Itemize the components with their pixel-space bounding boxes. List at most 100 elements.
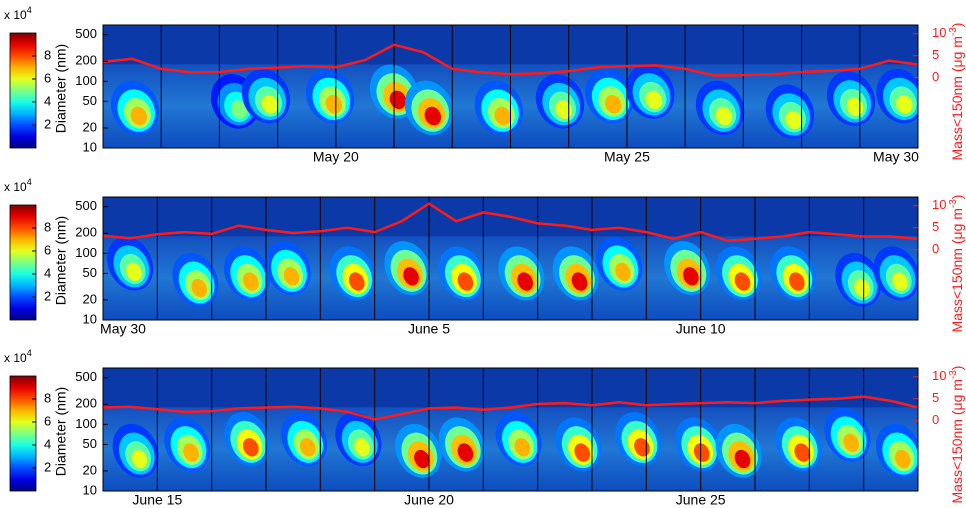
y-tick-label: 100 xyxy=(75,73,97,88)
plot-frame xyxy=(102,24,919,149)
event-layer xyxy=(242,438,259,457)
nucleation-event xyxy=(835,252,882,307)
colorbar-tick-label: 6 xyxy=(44,413,51,428)
event-layer xyxy=(843,433,859,452)
nucleation-event xyxy=(224,246,270,301)
y2-label-exponent: -3 xyxy=(948,27,959,36)
event-layer xyxy=(261,95,279,114)
nucleation-event xyxy=(715,423,762,478)
y2-label-exponent: -3 xyxy=(948,199,959,208)
y2-label-text: Mass<150nm (μg m xyxy=(949,36,965,160)
x-tick-label: June 20 xyxy=(404,492,454,508)
nucleation-event xyxy=(172,252,219,307)
event-layer xyxy=(734,272,751,291)
y2-axis-label: Mass<150nm (μg m-3) xyxy=(948,366,965,504)
event-layer xyxy=(514,438,531,457)
event-layer xyxy=(574,443,591,462)
colorbar-label-text: x 10 xyxy=(4,351,27,365)
event-layer xyxy=(734,449,751,469)
colorbar-tick-label: 8 xyxy=(44,47,51,62)
nucleation-event xyxy=(335,412,382,467)
y-tick-label: 100 xyxy=(75,416,97,431)
y2-axis-label: Mass<150nm (μg m-3) xyxy=(948,195,965,333)
x-tick-label: June 10 xyxy=(676,321,726,337)
nucleation-event xyxy=(552,246,599,301)
nucleation-event xyxy=(775,417,822,472)
event-layer xyxy=(183,443,199,462)
colorbar-tick-label: 2 xyxy=(44,459,51,474)
y-tick-label: 20 xyxy=(83,462,97,477)
event-layer xyxy=(414,449,430,469)
colorbar-exponent: 4 xyxy=(27,348,32,358)
y2-label-end: ) xyxy=(949,366,965,371)
event-layer xyxy=(424,106,442,126)
event-layer xyxy=(283,267,300,286)
y-tick-label: 20 xyxy=(83,119,97,134)
event-layer xyxy=(354,438,370,457)
nucleation-event xyxy=(112,423,159,478)
colorbar xyxy=(9,375,37,492)
nucleation-event xyxy=(715,246,762,301)
event-layer xyxy=(794,443,811,462)
event-layer xyxy=(457,272,474,291)
x-tick-label: May 30 xyxy=(100,321,146,337)
nucleation-event xyxy=(876,68,918,124)
y2-tick-label: 5 xyxy=(932,390,939,405)
event-layer xyxy=(555,100,573,119)
nucleation-event xyxy=(615,412,662,467)
nucleation-event xyxy=(535,74,585,129)
y-axis-label: Diameter (nm) xyxy=(53,387,69,476)
y-tick-label: 10 xyxy=(83,482,97,497)
event-layer xyxy=(571,272,588,291)
y2-tick-label: 0 xyxy=(932,69,939,84)
nucleation-event xyxy=(824,407,871,462)
nucleation-event xyxy=(826,71,876,126)
y2-axis-label: Mass<150nm (μg m-3) xyxy=(948,23,965,161)
nucleation-event xyxy=(585,68,634,124)
y-tick-label: 100 xyxy=(75,245,97,260)
y2-tick-label: 5 xyxy=(932,219,939,234)
event-layer xyxy=(348,272,365,291)
y-tick-label: 500 xyxy=(75,198,97,213)
event-layer xyxy=(846,97,864,117)
colorbar xyxy=(9,204,37,321)
colorbar-tick-label: 8 xyxy=(44,219,51,234)
y2-label-end: ) xyxy=(949,23,965,28)
nucleation-event xyxy=(495,412,542,467)
plot-frame xyxy=(102,196,919,321)
event-layer xyxy=(785,110,802,130)
nucleation-event xyxy=(264,241,311,296)
nucleation-event xyxy=(438,246,485,301)
y2-tick-label: 10 xyxy=(932,368,946,383)
y2-label-text: Mass<150nm (μg m xyxy=(949,379,965,503)
nucleation-event xyxy=(164,417,211,472)
event-layer xyxy=(854,278,870,298)
nucleation-event xyxy=(873,246,918,301)
event-layer xyxy=(457,443,474,462)
event-layer xyxy=(896,95,913,114)
nucleation-event xyxy=(107,236,154,291)
event-layer xyxy=(126,262,142,281)
y2-tick-label: 5 xyxy=(932,47,939,62)
colorbar-label: x 104 xyxy=(4,177,32,194)
event-layer xyxy=(191,278,207,298)
plot-frame xyxy=(102,367,919,492)
event-layer xyxy=(715,106,733,126)
event-layer xyxy=(325,95,343,114)
mass-line xyxy=(103,395,918,421)
colorbar-tick-label: 2 xyxy=(44,116,51,131)
nucleation-event xyxy=(626,64,675,119)
plot-area xyxy=(103,25,918,148)
y-tick-label: 20 xyxy=(83,291,97,306)
event-layer xyxy=(494,106,511,126)
event-layer xyxy=(403,267,419,286)
event-layer xyxy=(683,267,699,286)
y-axis-label: Diameter (nm) xyxy=(53,44,69,133)
y2-label-end: ) xyxy=(949,195,965,200)
colorbar-tick-label: 4 xyxy=(44,436,51,451)
event-layer xyxy=(615,262,631,281)
colorbar-tick-label: 6 xyxy=(44,242,51,257)
